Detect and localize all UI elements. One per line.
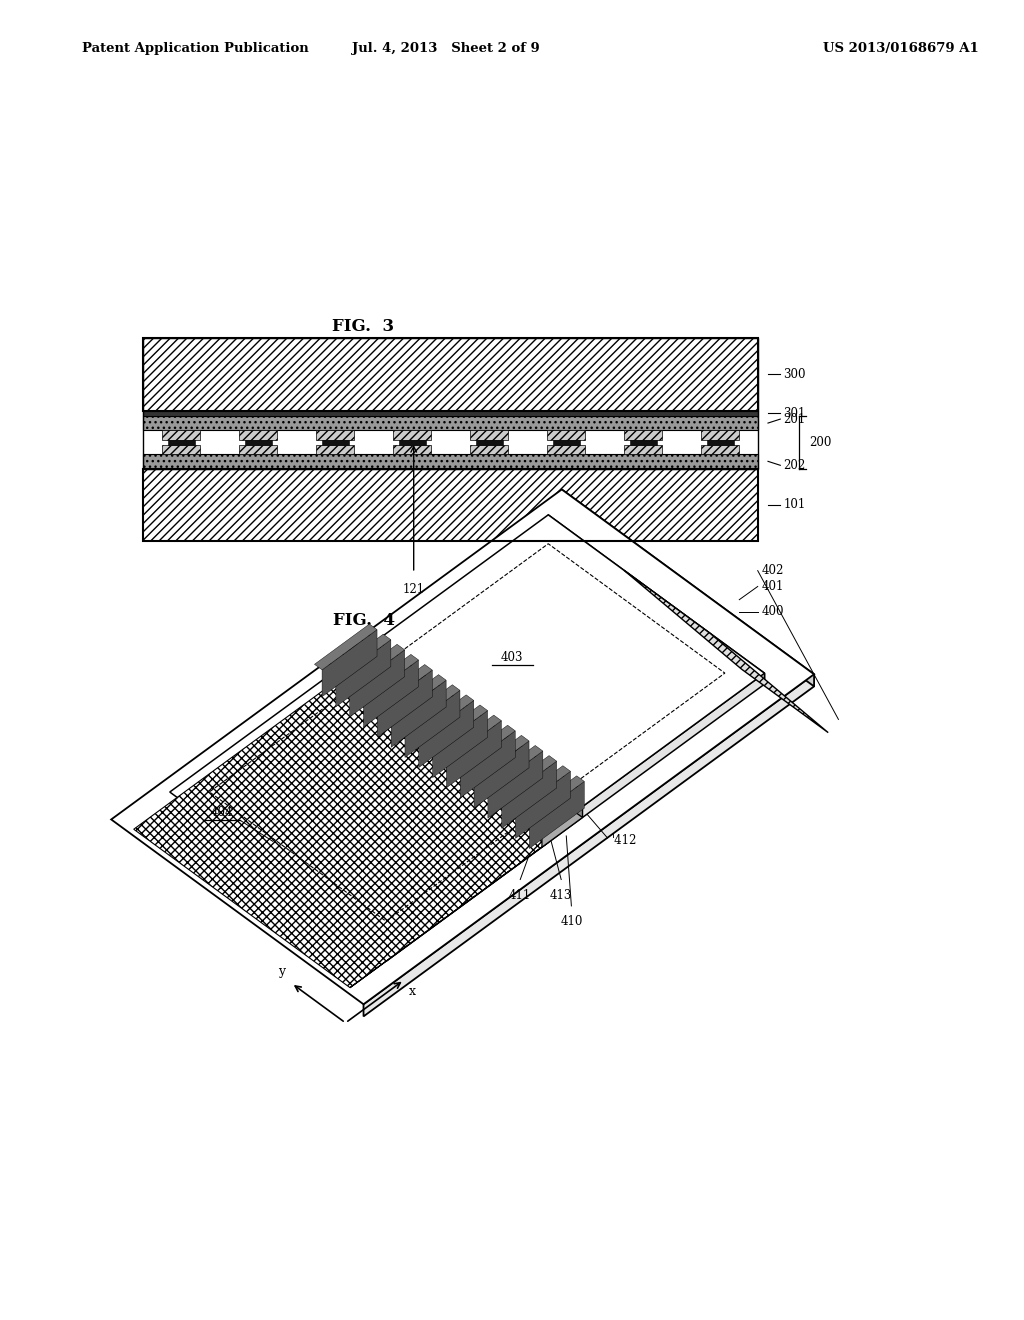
Bar xyxy=(700,430,739,440)
Polygon shape xyxy=(480,746,543,791)
Bar xyxy=(143,469,758,541)
Polygon shape xyxy=(314,624,377,669)
Text: 410: 410 xyxy=(560,915,583,928)
Polygon shape xyxy=(432,710,487,777)
Polygon shape xyxy=(391,680,446,747)
Polygon shape xyxy=(521,776,585,821)
Text: 402: 402 xyxy=(762,564,784,577)
Bar xyxy=(700,445,739,454)
Bar xyxy=(547,430,586,440)
Bar xyxy=(393,430,431,440)
Text: Jul. 4, 2013   Sheet 2 of 9: Jul. 4, 2013 Sheet 2 of 9 xyxy=(351,42,540,55)
Text: 301: 301 xyxy=(783,407,806,420)
Polygon shape xyxy=(367,632,583,817)
Bar xyxy=(143,338,758,411)
Bar xyxy=(475,440,503,445)
Polygon shape xyxy=(342,644,404,690)
Bar xyxy=(162,430,201,440)
Polygon shape xyxy=(624,570,828,733)
Text: 201: 201 xyxy=(783,413,806,425)
Bar xyxy=(470,445,508,454)
Text: 202: 202 xyxy=(783,459,806,471)
Polygon shape xyxy=(112,490,814,1005)
Bar xyxy=(168,440,195,445)
Text: 300: 300 xyxy=(783,368,806,380)
Polygon shape xyxy=(364,675,814,1016)
Bar xyxy=(624,430,663,440)
Polygon shape xyxy=(425,705,487,751)
Text: x: x xyxy=(410,985,416,998)
Polygon shape xyxy=(356,655,419,700)
Polygon shape xyxy=(377,671,432,737)
Text: 413: 413 xyxy=(550,888,572,902)
Bar xyxy=(707,440,733,445)
Polygon shape xyxy=(326,632,583,821)
Polygon shape xyxy=(453,725,515,771)
Polygon shape xyxy=(562,490,814,686)
Bar xyxy=(624,445,663,454)
Polygon shape xyxy=(515,771,570,838)
Polygon shape xyxy=(329,634,391,680)
Text: 401: 401 xyxy=(762,579,784,593)
Polygon shape xyxy=(487,751,543,818)
Text: FIG.  4: FIG. 4 xyxy=(333,612,394,628)
Polygon shape xyxy=(386,673,765,961)
Polygon shape xyxy=(364,660,419,727)
Polygon shape xyxy=(370,664,432,710)
Polygon shape xyxy=(502,762,557,828)
Bar xyxy=(630,440,656,445)
Text: 411: 411 xyxy=(509,888,531,902)
Bar xyxy=(162,445,201,454)
Polygon shape xyxy=(170,515,765,950)
Text: 404: 404 xyxy=(210,805,232,818)
Text: US 2013/0168679 A1: US 2013/0168679 A1 xyxy=(823,42,979,55)
Text: 403: 403 xyxy=(501,651,523,664)
Polygon shape xyxy=(384,675,446,721)
Bar xyxy=(393,445,431,454)
Bar xyxy=(239,445,278,454)
Polygon shape xyxy=(350,649,404,717)
Polygon shape xyxy=(548,515,765,684)
Bar xyxy=(143,338,758,411)
Polygon shape xyxy=(419,701,474,767)
Polygon shape xyxy=(467,735,529,781)
Bar xyxy=(143,338,758,469)
Text: 101: 101 xyxy=(783,499,806,511)
Bar xyxy=(398,440,426,445)
Bar xyxy=(239,430,278,440)
Text: FIG.  3: FIG. 3 xyxy=(333,318,394,334)
Polygon shape xyxy=(446,721,502,788)
Bar xyxy=(143,411,758,416)
Polygon shape xyxy=(350,842,548,987)
Bar xyxy=(143,454,758,469)
Bar xyxy=(315,430,354,440)
Polygon shape xyxy=(529,781,585,849)
Text: 400: 400 xyxy=(762,606,784,618)
Text: Patent Application Publication: Patent Application Publication xyxy=(82,42,308,55)
Polygon shape xyxy=(412,694,474,741)
Bar xyxy=(547,445,586,454)
Text: 121: 121 xyxy=(402,583,425,597)
Bar xyxy=(315,445,354,454)
Text: '412: '412 xyxy=(611,834,637,847)
Polygon shape xyxy=(323,630,377,697)
Polygon shape xyxy=(460,731,515,797)
Polygon shape xyxy=(439,715,502,760)
Bar xyxy=(143,469,758,541)
Text: y: y xyxy=(279,965,286,978)
Bar xyxy=(245,440,271,445)
Bar xyxy=(553,440,580,445)
Polygon shape xyxy=(336,640,391,706)
Text: 200: 200 xyxy=(809,436,831,449)
Polygon shape xyxy=(397,685,460,730)
Bar xyxy=(470,430,508,440)
Polygon shape xyxy=(495,755,557,801)
Bar xyxy=(143,416,758,430)
Polygon shape xyxy=(134,684,548,987)
Polygon shape xyxy=(404,690,460,758)
Polygon shape xyxy=(474,741,529,808)
Polygon shape xyxy=(542,791,583,847)
Bar xyxy=(322,440,348,445)
Polygon shape xyxy=(508,766,570,812)
